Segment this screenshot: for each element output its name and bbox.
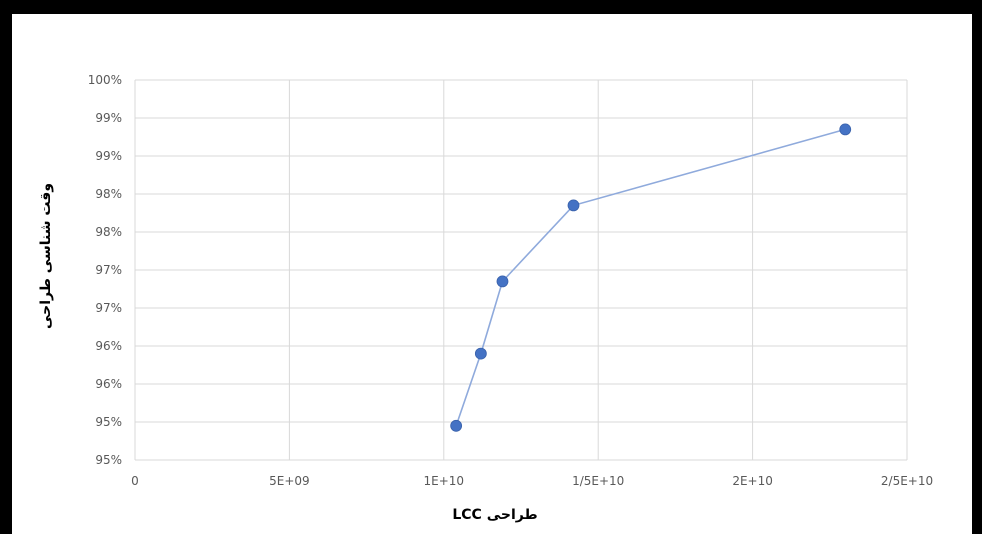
y-tick-label: 95% bbox=[95, 415, 122, 429]
y-tick-label: 100% bbox=[88, 73, 122, 87]
y-tick-label: 97% bbox=[95, 263, 122, 277]
y-tick-label: 99% bbox=[95, 111, 122, 125]
data-point bbox=[496, 275, 509, 288]
y-tick-label: 98% bbox=[95, 225, 122, 239]
y-tick-label: 99% bbox=[95, 149, 122, 163]
y-tick-label: 96% bbox=[95, 377, 122, 391]
x-tick-label: 2E+10 bbox=[732, 474, 773, 488]
data-point bbox=[839, 123, 852, 136]
series-group bbox=[450, 123, 852, 432]
x-tick-label: 2/5E+10 bbox=[881, 474, 933, 488]
x-tick-label: 5E+09 bbox=[269, 474, 310, 488]
y-tick-label: 95% bbox=[95, 453, 122, 467]
data-point bbox=[450, 419, 463, 432]
y-tick-label: 98% bbox=[95, 187, 122, 201]
data-point bbox=[474, 347, 487, 360]
x-tick-label: 1/5E+10 bbox=[572, 474, 624, 488]
data-point bbox=[567, 199, 580, 212]
y-tick-labels: 95% 95% 96% 96% 97% 97% 98% 98% 99% 99% 100% bbox=[88, 73, 122, 467]
x-tick-label: 0 bbox=[131, 474, 139, 488]
x-tick-labels: 0 5E+09 1E+10 1/5E+10 2E+10 2/5E+10 bbox=[131, 474, 933, 488]
x-axis-title: طراحی LCC bbox=[452, 507, 537, 523]
series-line bbox=[455, 128, 846, 427]
grid-lines bbox=[134, 79, 908, 461]
y-tick-label: 96% bbox=[95, 339, 122, 353]
x-tick-label: 1E+10 bbox=[424, 474, 465, 488]
y-tick-label: 97% bbox=[95, 301, 122, 315]
y-axis-title: وقت شناسی طراحی bbox=[38, 183, 54, 329]
